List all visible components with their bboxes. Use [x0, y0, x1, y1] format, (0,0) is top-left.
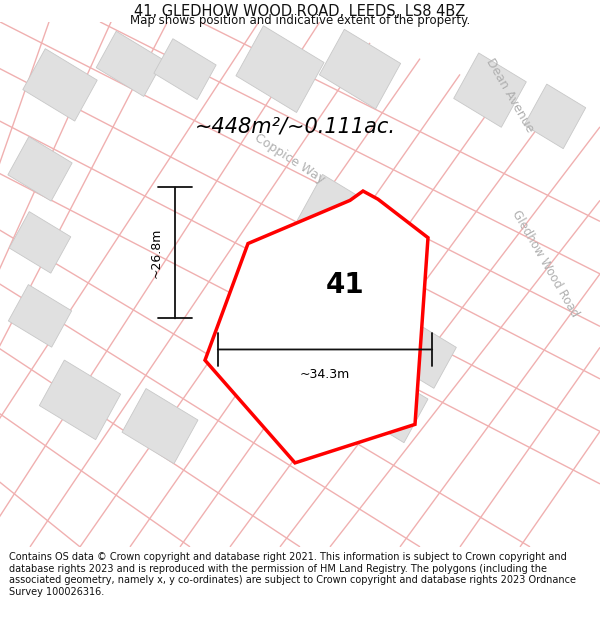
- Polygon shape: [8, 284, 71, 347]
- Polygon shape: [236, 26, 324, 112]
- Text: ~448m²/~0.111ac.: ~448m²/~0.111ac.: [194, 117, 395, 137]
- Polygon shape: [9, 212, 71, 273]
- Text: 41, GLEDHOW WOOD ROAD, LEEDS, LS8 4BZ: 41, GLEDHOW WOOD ROAD, LEEDS, LS8 4BZ: [134, 4, 466, 19]
- Polygon shape: [122, 389, 198, 464]
- Polygon shape: [269, 349, 350, 429]
- Text: ~26.8m: ~26.8m: [150, 228, 163, 278]
- Polygon shape: [352, 368, 428, 442]
- Polygon shape: [524, 84, 586, 149]
- Polygon shape: [293, 174, 388, 268]
- Text: ~34.3m: ~34.3m: [300, 368, 350, 381]
- Text: Map shows position and indicative extent of the property.: Map shows position and indicative extent…: [130, 14, 470, 27]
- Polygon shape: [454, 53, 526, 128]
- Polygon shape: [96, 31, 164, 96]
- Text: Dean Avenue: Dean Avenue: [484, 56, 536, 135]
- Polygon shape: [23, 49, 97, 121]
- Polygon shape: [40, 360, 121, 439]
- Text: Coppice Way: Coppice Way: [253, 131, 328, 186]
- Text: Gledhow Wood Road: Gledhow Wood Road: [509, 208, 581, 319]
- Polygon shape: [8, 137, 72, 201]
- Polygon shape: [205, 191, 428, 463]
- Text: 41: 41: [326, 271, 365, 299]
- Polygon shape: [383, 317, 457, 388]
- Polygon shape: [319, 29, 401, 109]
- Text: Contains OS data © Crown copyright and database right 2021. This information is : Contains OS data © Crown copyright and d…: [9, 552, 576, 597]
- Polygon shape: [154, 39, 216, 99]
